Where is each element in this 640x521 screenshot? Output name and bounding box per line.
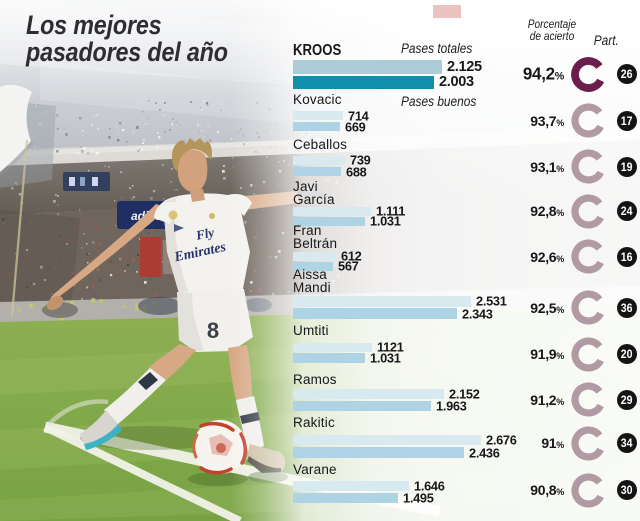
svg-text:Fly: Fly <box>194 224 216 243</box>
svg-text:8: 8 <box>207 318 219 343</box>
